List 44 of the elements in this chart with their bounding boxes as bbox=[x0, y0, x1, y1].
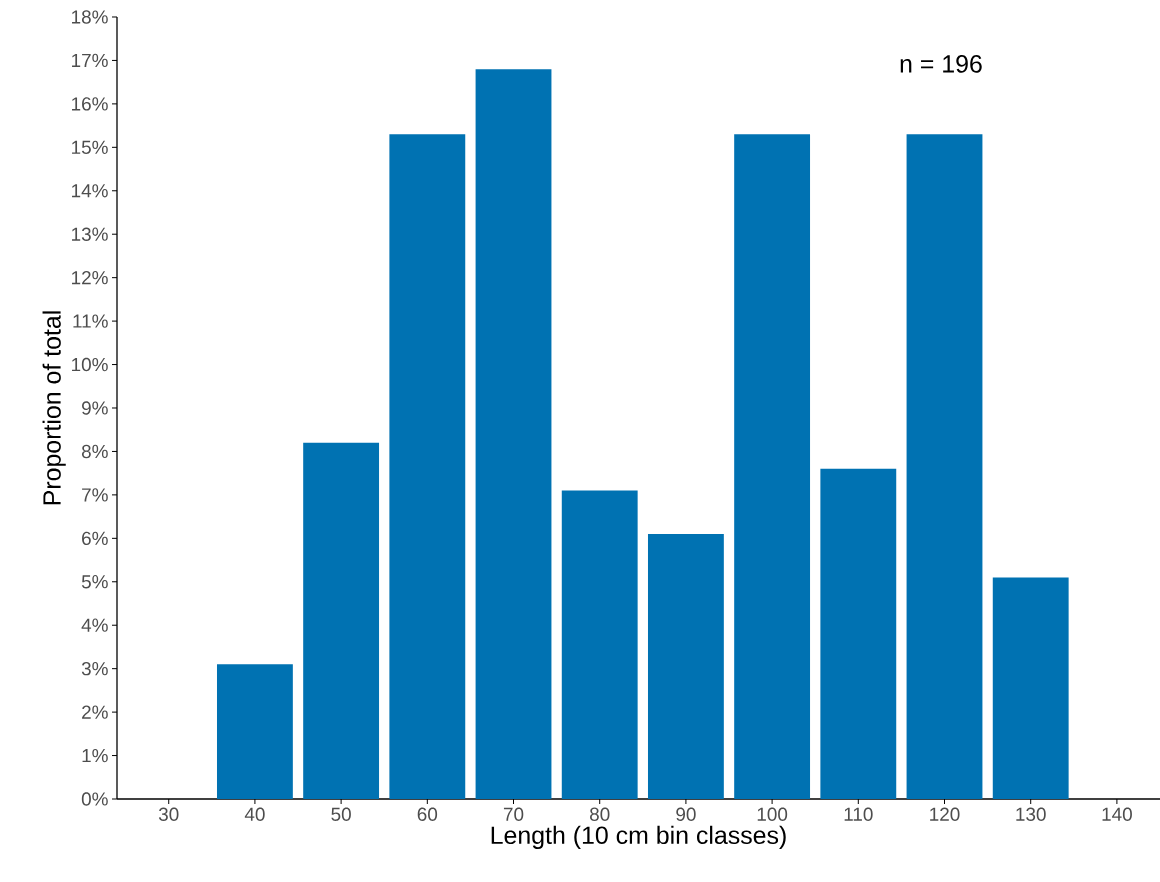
bar bbox=[561, 490, 638, 799]
y-tick-label: 14% bbox=[72, 184, 108, 198]
y-tick-label: 8% bbox=[81, 444, 108, 459]
y-tick-label: 10% bbox=[72, 357, 108, 372]
x-tick-label: 130 bbox=[1016, 807, 1046, 821]
y-tick-label: 13% bbox=[72, 227, 108, 241]
x-tick-label: 70 bbox=[503, 807, 524, 821]
y-tick-label: 4% bbox=[81, 618, 108, 632]
x-tick-label: 110 bbox=[844, 807, 873, 821]
bar bbox=[647, 533, 724, 799]
x-tick-label: 40 bbox=[244, 807, 265, 821]
y-tick-label: 17% bbox=[72, 53, 108, 68]
y-tick-label: 0% bbox=[81, 792, 108, 806]
bar bbox=[389, 134, 466, 799]
y-tick-label: 7% bbox=[82, 488, 108, 502]
x-tick-label: 140 bbox=[1102, 807, 1132, 821]
x-tick-label: 80 bbox=[590, 807, 610, 821]
bar bbox=[216, 664, 293, 799]
x-tick-label: 60 bbox=[417, 807, 438, 821]
x-tick-label: 50 bbox=[331, 807, 351, 821]
y-tick-label: 1% bbox=[82, 748, 108, 763]
y-tick-label: 16% bbox=[72, 97, 108, 111]
x-axis-title: Length (10 cm bin classes) bbox=[491, 825, 786, 849]
y-tick-label: 15% bbox=[72, 140, 108, 154]
bar bbox=[475, 69, 552, 799]
y-tick-label: 2% bbox=[82, 705, 108, 719]
bar bbox=[303, 442, 380, 799]
annotation: n = 196 bbox=[900, 55, 982, 73]
bar bbox=[906, 134, 983, 799]
y-tick-label: 11% bbox=[73, 314, 108, 328]
y-tick-label: 12% bbox=[72, 270, 108, 285]
y-tick-label: 3% bbox=[81, 661, 108, 676]
y-tick-label: 9% bbox=[82, 401, 108, 415]
y-axis-title: Proportion of total bbox=[42, 311, 66, 505]
y-tick-label: 18% bbox=[72, 10, 108, 24]
x-tick-label: 90 bbox=[676, 807, 696, 821]
y-tick-label: 6% bbox=[82, 531, 108, 546]
y-tick-label: 5% bbox=[81, 575, 108, 589]
x-tick-label: 100 bbox=[757, 807, 788, 821]
bar bbox=[992, 577, 1069, 799]
bar bbox=[734, 134, 811, 799]
x-tick-label: 30 bbox=[158, 807, 179, 821]
x-tick-label: 120 bbox=[930, 807, 960, 821]
bar bbox=[820, 468, 897, 799]
